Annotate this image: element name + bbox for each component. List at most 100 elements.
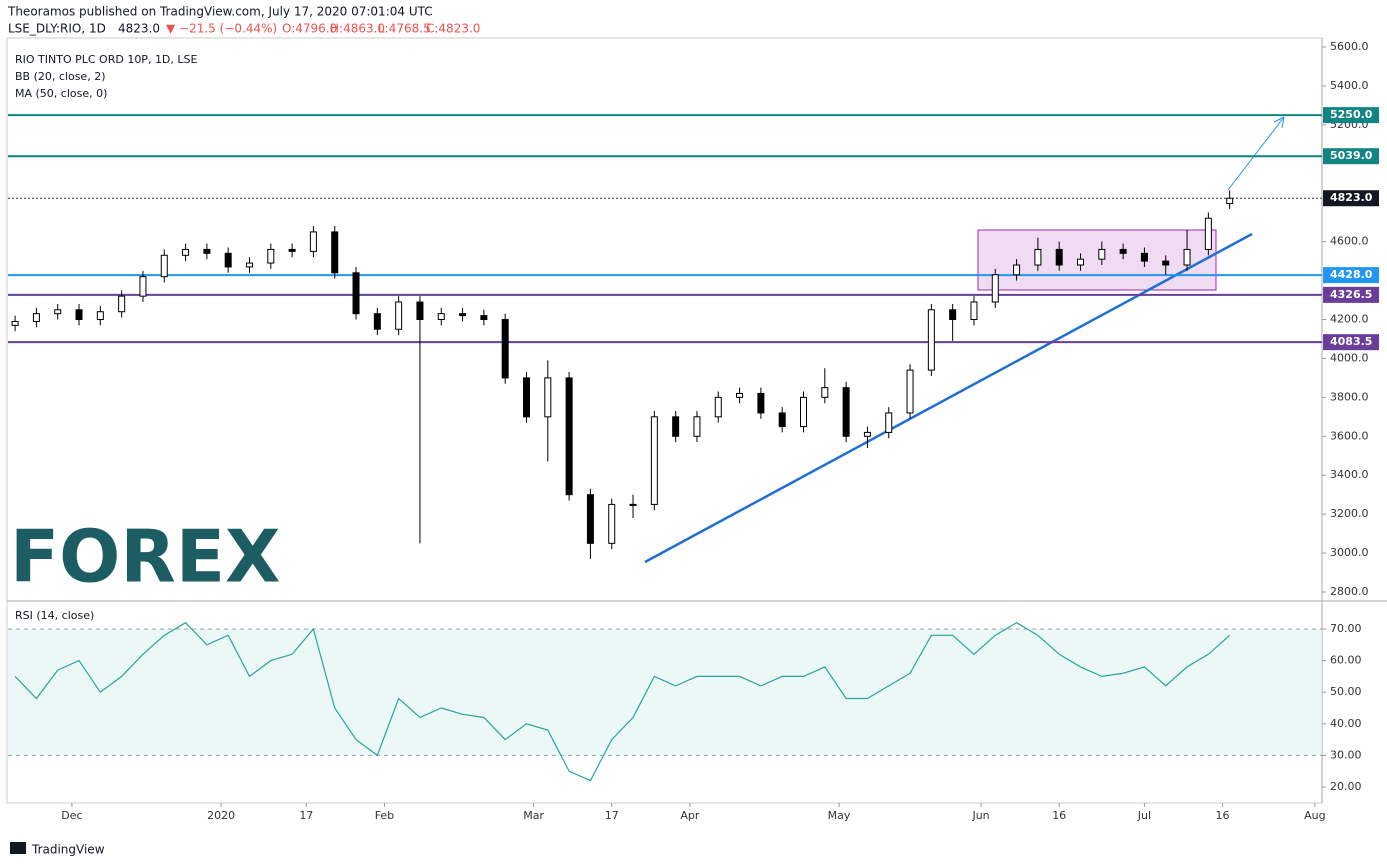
candle-body xyxy=(522,377,530,418)
candle-body xyxy=(1162,260,1170,266)
candle-body xyxy=(650,416,658,505)
symbol: LSE_DLY:RIO, 1D xyxy=(8,22,106,36)
candle-body xyxy=(544,377,552,418)
x-tick-label: 16 xyxy=(1216,809,1230,822)
level-tag xyxy=(1323,267,1379,284)
ohlc-open: O:4796.0 xyxy=(282,22,337,36)
x-tick-label: Apr xyxy=(680,809,700,822)
level-label: 4326.5 xyxy=(1330,288,1372,301)
arrow-head xyxy=(1273,116,1285,129)
projection-arrow xyxy=(1227,116,1285,191)
candle-body xyxy=(1119,248,1127,254)
candle-body xyxy=(672,416,680,437)
x-tick-label: Aug xyxy=(1304,809,1325,822)
candle-body xyxy=(757,392,765,414)
y-tick-label: 4000.0 xyxy=(1330,351,1369,364)
x-tick-label: Mar xyxy=(523,809,544,822)
candle-body xyxy=(608,503,616,544)
candle-body xyxy=(1140,252,1148,262)
x-tick-label: Jul xyxy=(1137,809,1151,822)
candle-body xyxy=(629,503,637,506)
candle-body xyxy=(1183,248,1191,266)
candle-body xyxy=(949,309,957,320)
candle-body xyxy=(11,320,19,326)
candle-body xyxy=(906,369,914,414)
candle-body xyxy=(714,396,722,418)
x-tick-label: 17 xyxy=(299,809,313,822)
candle-body xyxy=(480,315,488,321)
change: ▼ −21.5 (−0.44%) xyxy=(166,22,277,36)
level-label: 5250.0 xyxy=(1330,108,1373,121)
y-tick-label: 4200.0 xyxy=(1330,313,1369,326)
candle-body xyxy=(245,262,253,268)
candle-body xyxy=(1226,197,1234,204)
candle-body xyxy=(821,387,829,398)
candle-body xyxy=(1098,248,1106,260)
candle-body xyxy=(1034,248,1042,266)
x-tick-label: May xyxy=(828,809,851,822)
level-label: 5039.0 xyxy=(1330,149,1373,162)
candle-body xyxy=(288,248,296,252)
rsi-y-tick-label: 40.00 xyxy=(1330,717,1362,730)
rsi-y-tick-label: 50.00 xyxy=(1330,685,1362,698)
x-tick-label: Dec xyxy=(61,809,82,822)
level-tag xyxy=(1323,286,1379,303)
last-price-label: 4823.0 xyxy=(1330,191,1373,204)
range-box xyxy=(977,229,1217,291)
candle-body xyxy=(416,301,424,321)
candle-body xyxy=(459,313,467,317)
candle-body xyxy=(1013,264,1021,276)
candle-body xyxy=(565,377,573,496)
candle-body xyxy=(224,252,232,268)
candle-body xyxy=(885,412,893,433)
candle-body xyxy=(693,416,701,437)
candle-body xyxy=(182,248,190,256)
instrument: RIO TINTO PLC ORD 10P, 1D, LSE xyxy=(15,53,198,66)
x-tick-label: Feb xyxy=(375,809,394,822)
candle-body xyxy=(54,309,62,315)
bb-legend: BB (20, close, 2) xyxy=(15,70,106,83)
candle-body xyxy=(203,248,211,254)
candle-body xyxy=(736,392,744,398)
candle-body xyxy=(118,295,126,313)
candle-body xyxy=(586,494,594,544)
publisher: Theoramos published on TradingView.com, … xyxy=(7,5,433,19)
level-label: 4428.0 xyxy=(1330,268,1373,281)
candle-body xyxy=(1077,258,1085,266)
level-label: 4083.5 xyxy=(1330,335,1372,348)
tv-icon xyxy=(10,842,26,854)
candle-body xyxy=(96,311,104,321)
candle-body xyxy=(991,274,999,303)
level-tag xyxy=(1323,107,1379,124)
candle-body xyxy=(331,231,339,274)
y-tick-label: 4600.0 xyxy=(1330,235,1369,248)
candle-body xyxy=(352,272,360,315)
rsi-y-tick-label: 30.00 xyxy=(1330,748,1362,761)
candle-body xyxy=(160,254,168,278)
candle-body xyxy=(800,396,808,428)
rsi-y-tick-label: 60.00 xyxy=(1330,654,1362,667)
candle-body xyxy=(139,276,147,297)
candle-body xyxy=(863,431,871,437)
candle-body xyxy=(75,309,83,320)
y-tick-label: 3600.0 xyxy=(1330,429,1369,442)
x-tick-label: Jun xyxy=(971,809,989,822)
candle-body xyxy=(32,313,40,322)
level-tag xyxy=(1323,148,1379,165)
candle-body xyxy=(1055,248,1063,266)
y-tick-label: 2800.0 xyxy=(1330,585,1369,598)
candle-body xyxy=(267,248,275,264)
candle-body xyxy=(927,309,935,371)
rsi-line xyxy=(14,621,1231,782)
y-tick-label: 5400.0 xyxy=(1330,79,1369,92)
candle-body xyxy=(842,387,850,437)
ohlc-low: L:4768.5 xyxy=(378,22,431,36)
x-tick-label: 2020 xyxy=(207,809,235,822)
y-tick-label: 3200.0 xyxy=(1330,507,1369,520)
y-tick-label: 3000.0 xyxy=(1330,546,1369,559)
candle-body xyxy=(778,412,786,428)
trendline xyxy=(644,232,1253,564)
ohlc-close: C:4823.0 xyxy=(426,22,480,36)
rsi-y-tick-label: 20.00 xyxy=(1330,780,1362,793)
level-tag xyxy=(1323,334,1379,351)
